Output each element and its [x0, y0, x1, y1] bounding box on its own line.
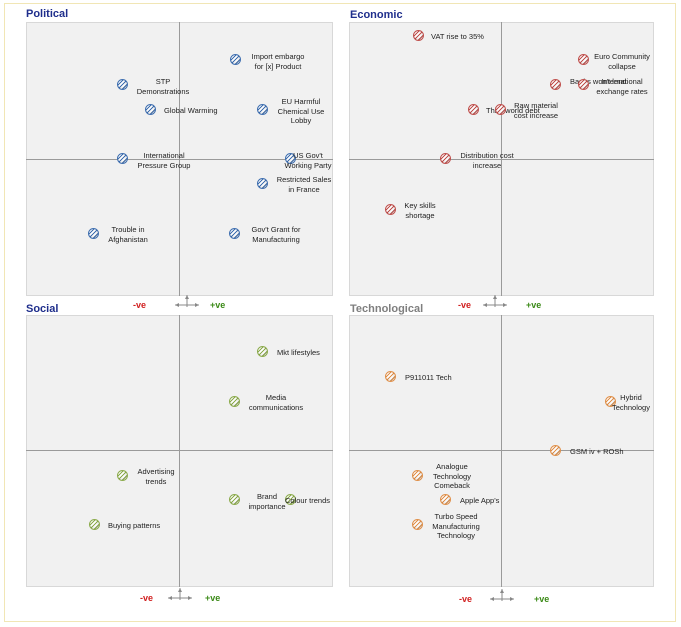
technological-vertical-axis	[501, 315, 502, 587]
social-marker	[285, 494, 296, 505]
technological-marker	[385, 371, 396, 382]
social-label: Buying patterns	[108, 521, 161, 530]
social-marker	[229, 494, 240, 505]
political-label: International Pressure Group	[137, 151, 191, 170]
technological-label: Apple App's	[460, 496, 500, 505]
political-vertical-axis	[179, 22, 180, 296]
social-label: Media communications	[248, 393, 304, 412]
social-label: Colour trends	[285, 496, 331, 505]
economic-marker	[578, 79, 589, 90]
social-label: Mkt lifestyles	[277, 348, 320, 357]
social-vertical-axis	[179, 315, 180, 587]
political-label: Trouble in Afghanistan	[108, 225, 148, 244]
political-marker	[229, 228, 240, 239]
economic-marker	[413, 30, 424, 41]
political-marker	[88, 228, 99, 239]
political-positive-label: +ve	[210, 300, 226, 310]
economic-positive-label: +ve	[526, 300, 542, 310]
technological-marker	[440, 494, 451, 505]
political-marker	[230, 54, 241, 65]
technological-positive-label: +ve	[534, 594, 550, 604]
political-label: Global Warming	[164, 106, 218, 115]
economic-axis-arrows-icon	[481, 295, 509, 309]
political-title: Political	[26, 8, 69, 20]
technological-axis-arrows-icon	[488, 589, 516, 603]
political-marker	[285, 153, 296, 164]
social-marker	[229, 396, 240, 407]
economic-vertical-axis	[501, 22, 502, 296]
political-label: US Gov't Working Party	[284, 151, 332, 170]
economic-label: VAT rise to 35%	[431, 32, 484, 41]
political-marker	[117, 153, 128, 164]
economic-label: Euro Community collapse	[594, 52, 650, 71]
political-negative-label: -ve	[133, 300, 147, 310]
technological-marker	[412, 470, 423, 481]
political-marker	[257, 178, 268, 189]
technological-marker	[605, 396, 616, 407]
economic-label: Raw material cost increase	[513, 101, 559, 120]
social-marker	[117, 470, 128, 481]
social-label: Advertising trends	[137, 467, 175, 486]
political-label: STP Demonstrations	[136, 77, 190, 96]
economic-marker	[550, 79, 561, 90]
technological-label: Hybrid Technology	[612, 393, 650, 412]
social-marker	[257, 346, 268, 357]
political-label: Restricted Sales in France	[276, 175, 332, 194]
social-marker	[89, 519, 100, 530]
economic-negative-label: -ve	[458, 300, 472, 310]
technological-title: Technological	[350, 303, 424, 315]
economic-marker	[385, 204, 396, 215]
economic-marker	[578, 54, 589, 65]
social-negative-label: -ve	[140, 593, 154, 603]
technological-label: Turbo Speed Manufacturing Technology	[432, 512, 480, 540]
economic-marker	[495, 104, 506, 115]
technological-label: GSM iv + ROSh	[570, 447, 624, 456]
technological-marker	[412, 519, 423, 530]
economic-label: International exchange rates	[596, 77, 648, 96]
economic-label: Third world debt	[486, 106, 540, 115]
economic-marker	[440, 153, 451, 164]
political-marker	[257, 104, 268, 115]
technological-label: Analogue Technology Comeback	[433, 462, 471, 490]
economic-label: Distribution cost increase	[460, 151, 514, 170]
diagram-frame	[4, 3, 676, 622]
social-positive-label: +ve	[205, 593, 221, 603]
social-label: Brand importance	[248, 492, 286, 511]
economic-label: Key skills shortage	[404, 201, 436, 220]
political-marker	[117, 79, 128, 90]
technological-negative-label: -ve	[459, 594, 473, 604]
political-label: Gov't Grant for Manufacturing	[251, 225, 301, 244]
technological-marker	[550, 445, 561, 456]
political-label: Import embargo for [x] Product	[251, 52, 305, 71]
political-label: EU Harmful Chemical Use Lobby	[277, 97, 325, 125]
technological-label: P911011 Tech	[405, 373, 452, 382]
economic-marker	[468, 104, 479, 115]
economic-label: Banks won't lend	[570, 77, 627, 86]
political-marker	[145, 104, 156, 115]
political-axis-arrows-icon	[173, 295, 201, 309]
economic-title: Economic	[350, 9, 403, 21]
social-title: Social	[26, 303, 59, 315]
social-axis-arrows-icon	[166, 588, 194, 602]
